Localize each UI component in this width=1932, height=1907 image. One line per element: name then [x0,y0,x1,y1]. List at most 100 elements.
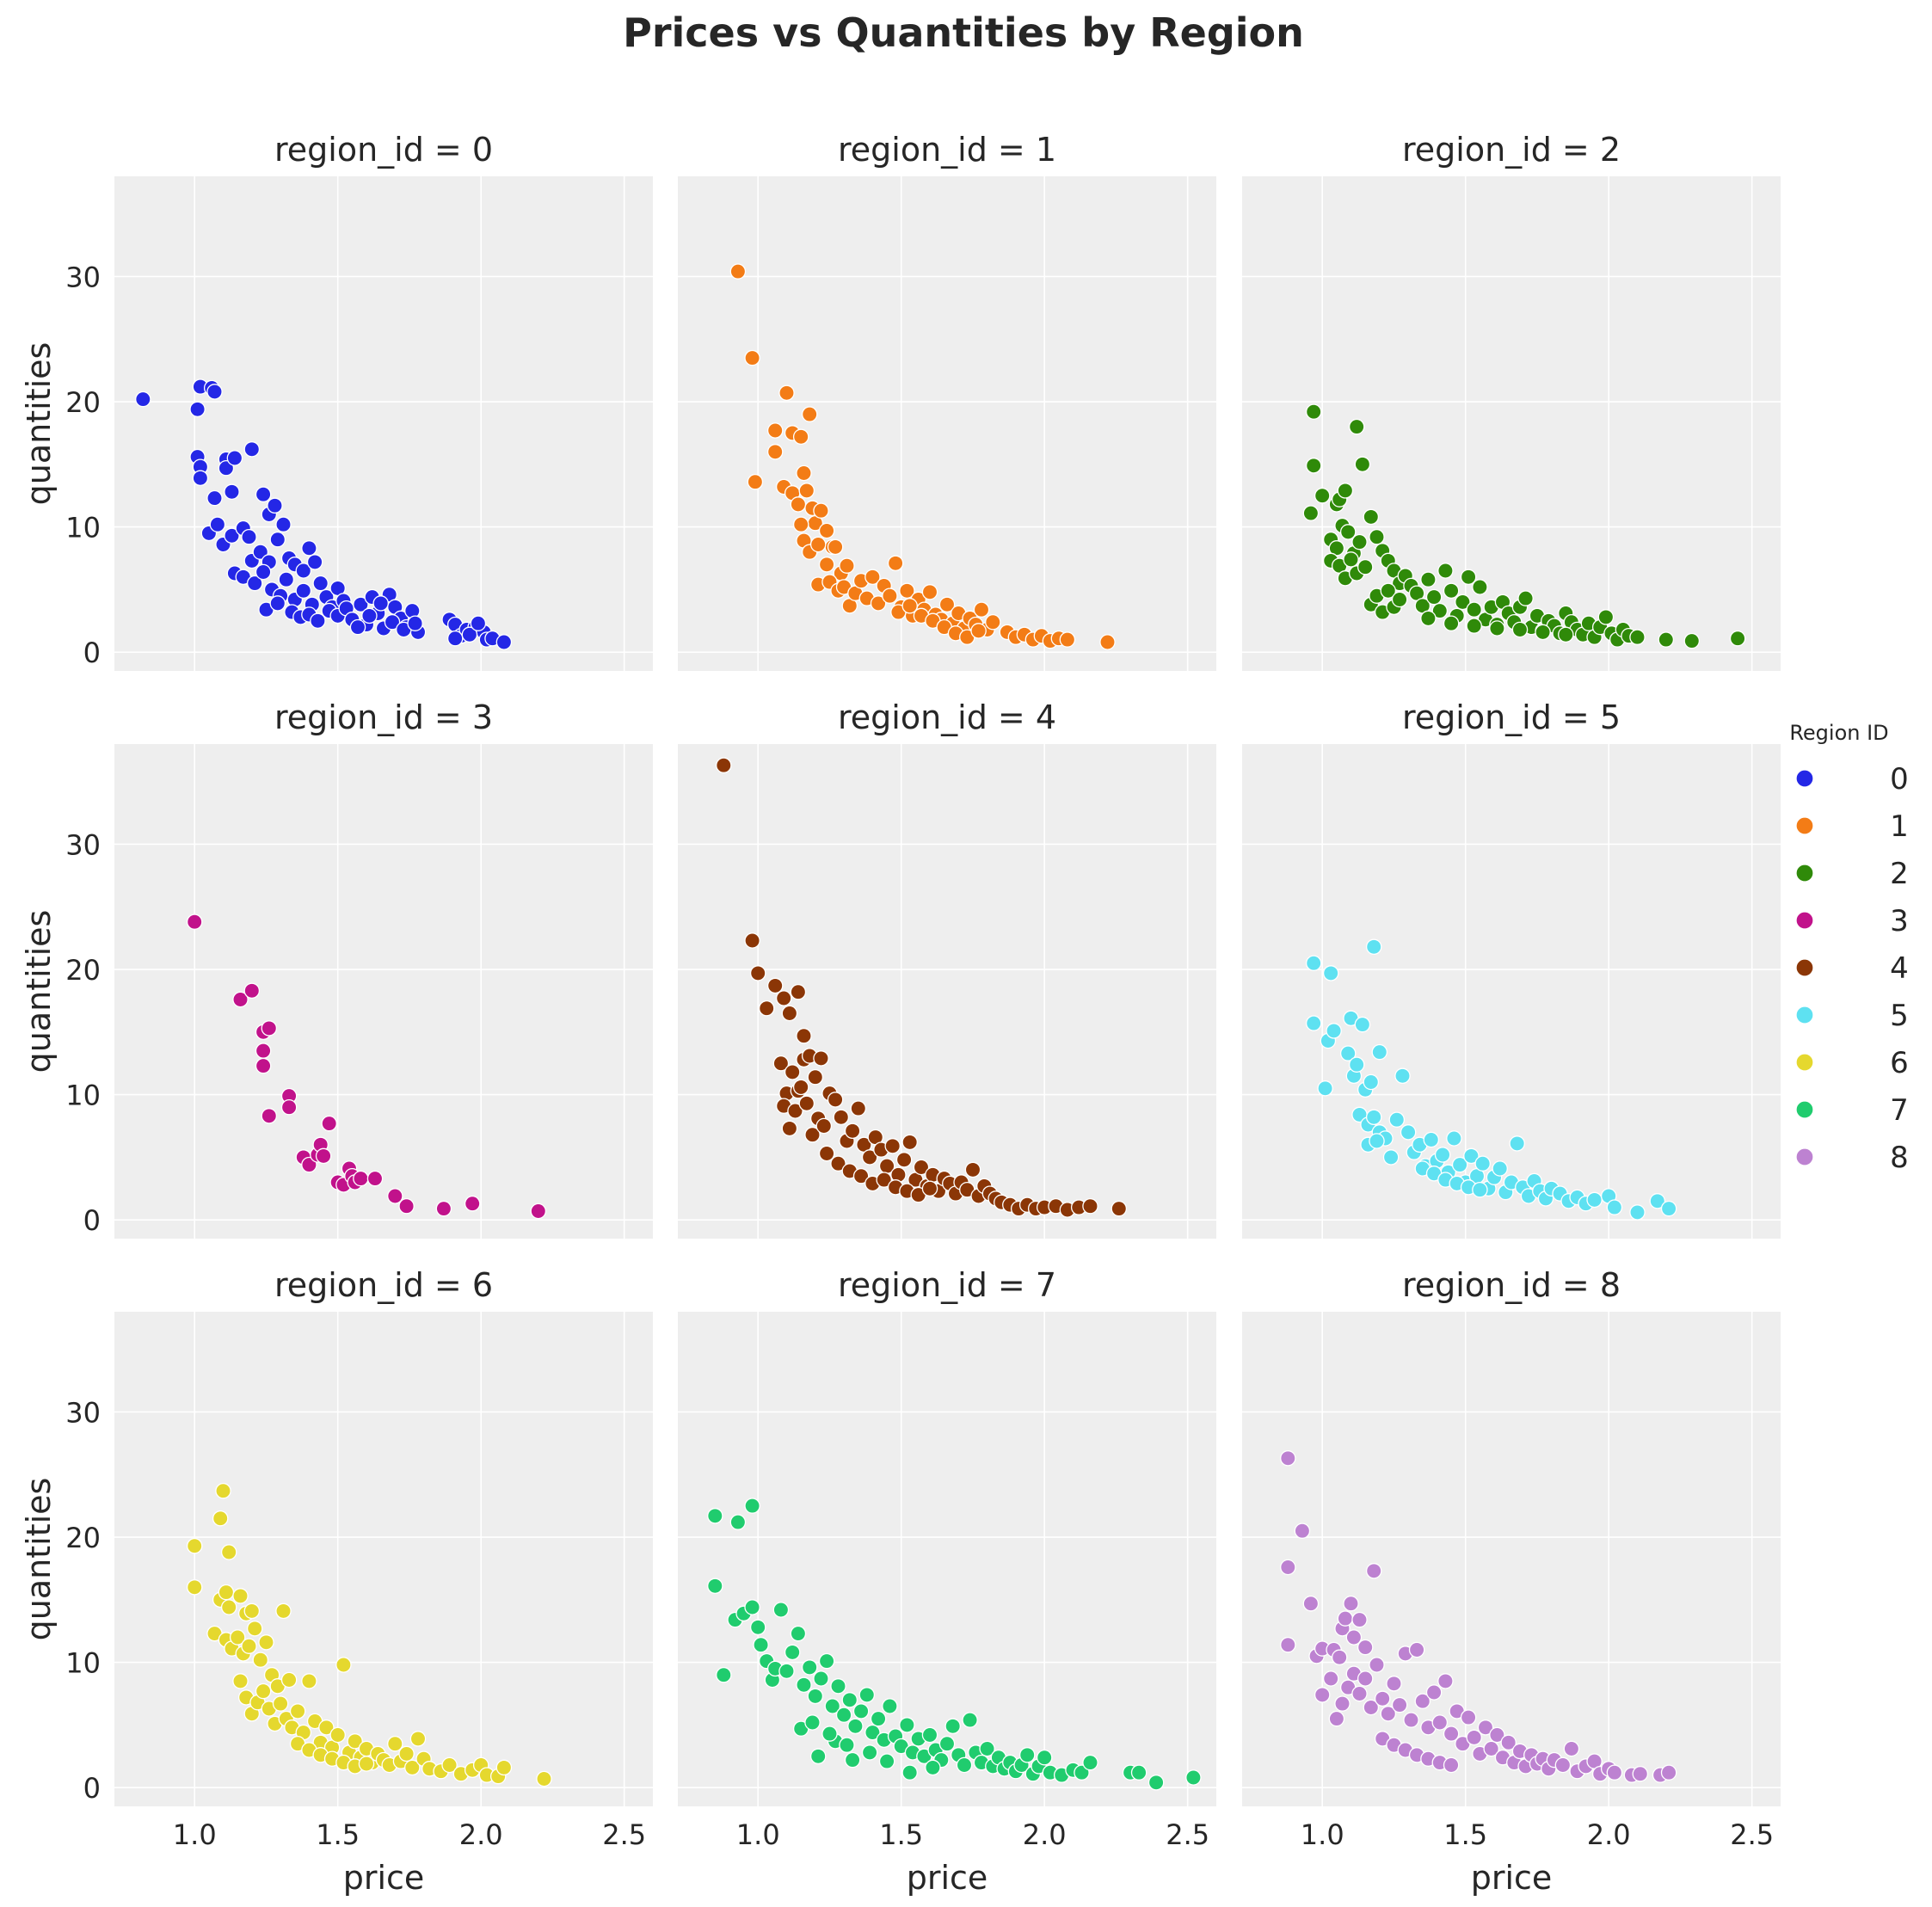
data-point [1443,1756,1460,1774]
legend-item-8: 8 [1795,1141,1909,1175]
data-point [186,1537,203,1554]
data-point [536,1770,552,1787]
data-point [186,914,203,930]
data-point [1431,1714,1449,1731]
panel-title: region_id = 4 [838,698,1056,736]
data-point [956,1756,973,1774]
panel-region-7: region_id = 7 1.0 1.5 2.0 2.5 price [678,1266,1216,1897]
plot-area [678,744,1216,1239]
data-point [1563,1740,1580,1757]
data-point [441,1756,458,1774]
y-tick-label: 0 [83,637,101,669]
data-point [329,1726,346,1744]
data-point [315,1147,332,1165]
data-point [839,1737,855,1753]
data-point [1305,458,1322,474]
panel-title: region_id = 0 [274,131,493,169]
data-point [218,459,235,477]
data-point [899,1717,915,1733]
data-point [790,1625,807,1642]
data-point [347,1733,363,1750]
data-point [787,1103,803,1119]
data-point [1455,594,1471,611]
data-point [1369,528,1385,545]
data-point [1322,965,1339,981]
data-point [1489,620,1505,637]
y-tick-label: 30 [65,828,101,861]
data-point [744,349,760,366]
panel-title: region_id = 7 [838,1266,1056,1304]
data-point [1460,1709,1477,1726]
data-point [310,612,326,630]
data-point [1606,1199,1623,1215]
data-point [747,473,764,490]
data-point [895,1152,913,1168]
data-point [255,486,272,502]
data-point [206,489,223,507]
data-point [796,1676,812,1694]
data-point [306,554,323,570]
data-point [1334,1695,1351,1712]
panel-region-4: region_id = 4 [678,698,1216,1239]
data-point [985,613,1001,631]
data-point [870,1710,887,1727]
y-tick-label: 0 [83,1772,101,1805]
y-axis-label: quantities [20,1478,58,1641]
data-point [1683,632,1701,649]
data-point [1431,602,1449,619]
plot-area [114,176,653,671]
data-point [1403,1712,1419,1728]
data-point [796,1027,812,1044]
data-point [464,1195,481,1212]
data-point [1280,1636,1296,1653]
data-point [796,464,812,482]
data-point [964,1161,981,1178]
panel-region-0: region_id = 0 0 10 20 30 quantities [20,131,653,671]
data-point [1018,1747,1036,1763]
data-point [781,1005,798,1022]
data-point [1466,1729,1482,1746]
data-point [1314,487,1331,504]
data-point [1489,1726,1505,1744]
data-point [938,596,956,613]
legend-item-1: 1 [1795,809,1909,844]
data-point [901,1134,918,1151]
data-point [446,630,464,647]
data-point [824,1698,841,1714]
data-point [807,1688,824,1705]
data-point [835,1707,852,1723]
data-point [1535,624,1551,641]
legend-label: 3 [1890,904,1909,938]
data-point [269,595,286,612]
data-point [189,401,206,418]
legend-item-2: 2 [1795,857,1909,891]
legend-marker [1795,1053,1814,1072]
data-point [261,1108,278,1124]
data-point [1345,1629,1363,1646]
panel-region-1: region_id = 1 [678,131,1216,671]
data-point [864,569,881,586]
data-point [1451,1156,1468,1173]
data-point [295,563,312,579]
y-tick-label: 10 [65,1647,101,1680]
data-point [1351,533,1368,551]
data-point [272,1695,289,1712]
data-point [707,1508,723,1524]
data-point [1511,621,1529,638]
data-point [135,391,151,408]
data-point [852,1703,870,1719]
x-tick-label: 1.0 [736,1818,780,1851]
legend-item-6: 6 [1795,1046,1909,1080]
data-point [744,932,760,949]
data-point [1339,1045,1357,1061]
data-point [1363,508,1380,526]
data-point [913,1159,930,1176]
data-point [384,613,401,631]
data-point [246,1621,263,1637]
data-point [1280,1559,1296,1576]
data-point [809,536,827,553]
data-point [1446,1130,1462,1147]
data-point [255,1043,272,1059]
data-point [301,1156,317,1173]
plot-area [678,176,1216,671]
